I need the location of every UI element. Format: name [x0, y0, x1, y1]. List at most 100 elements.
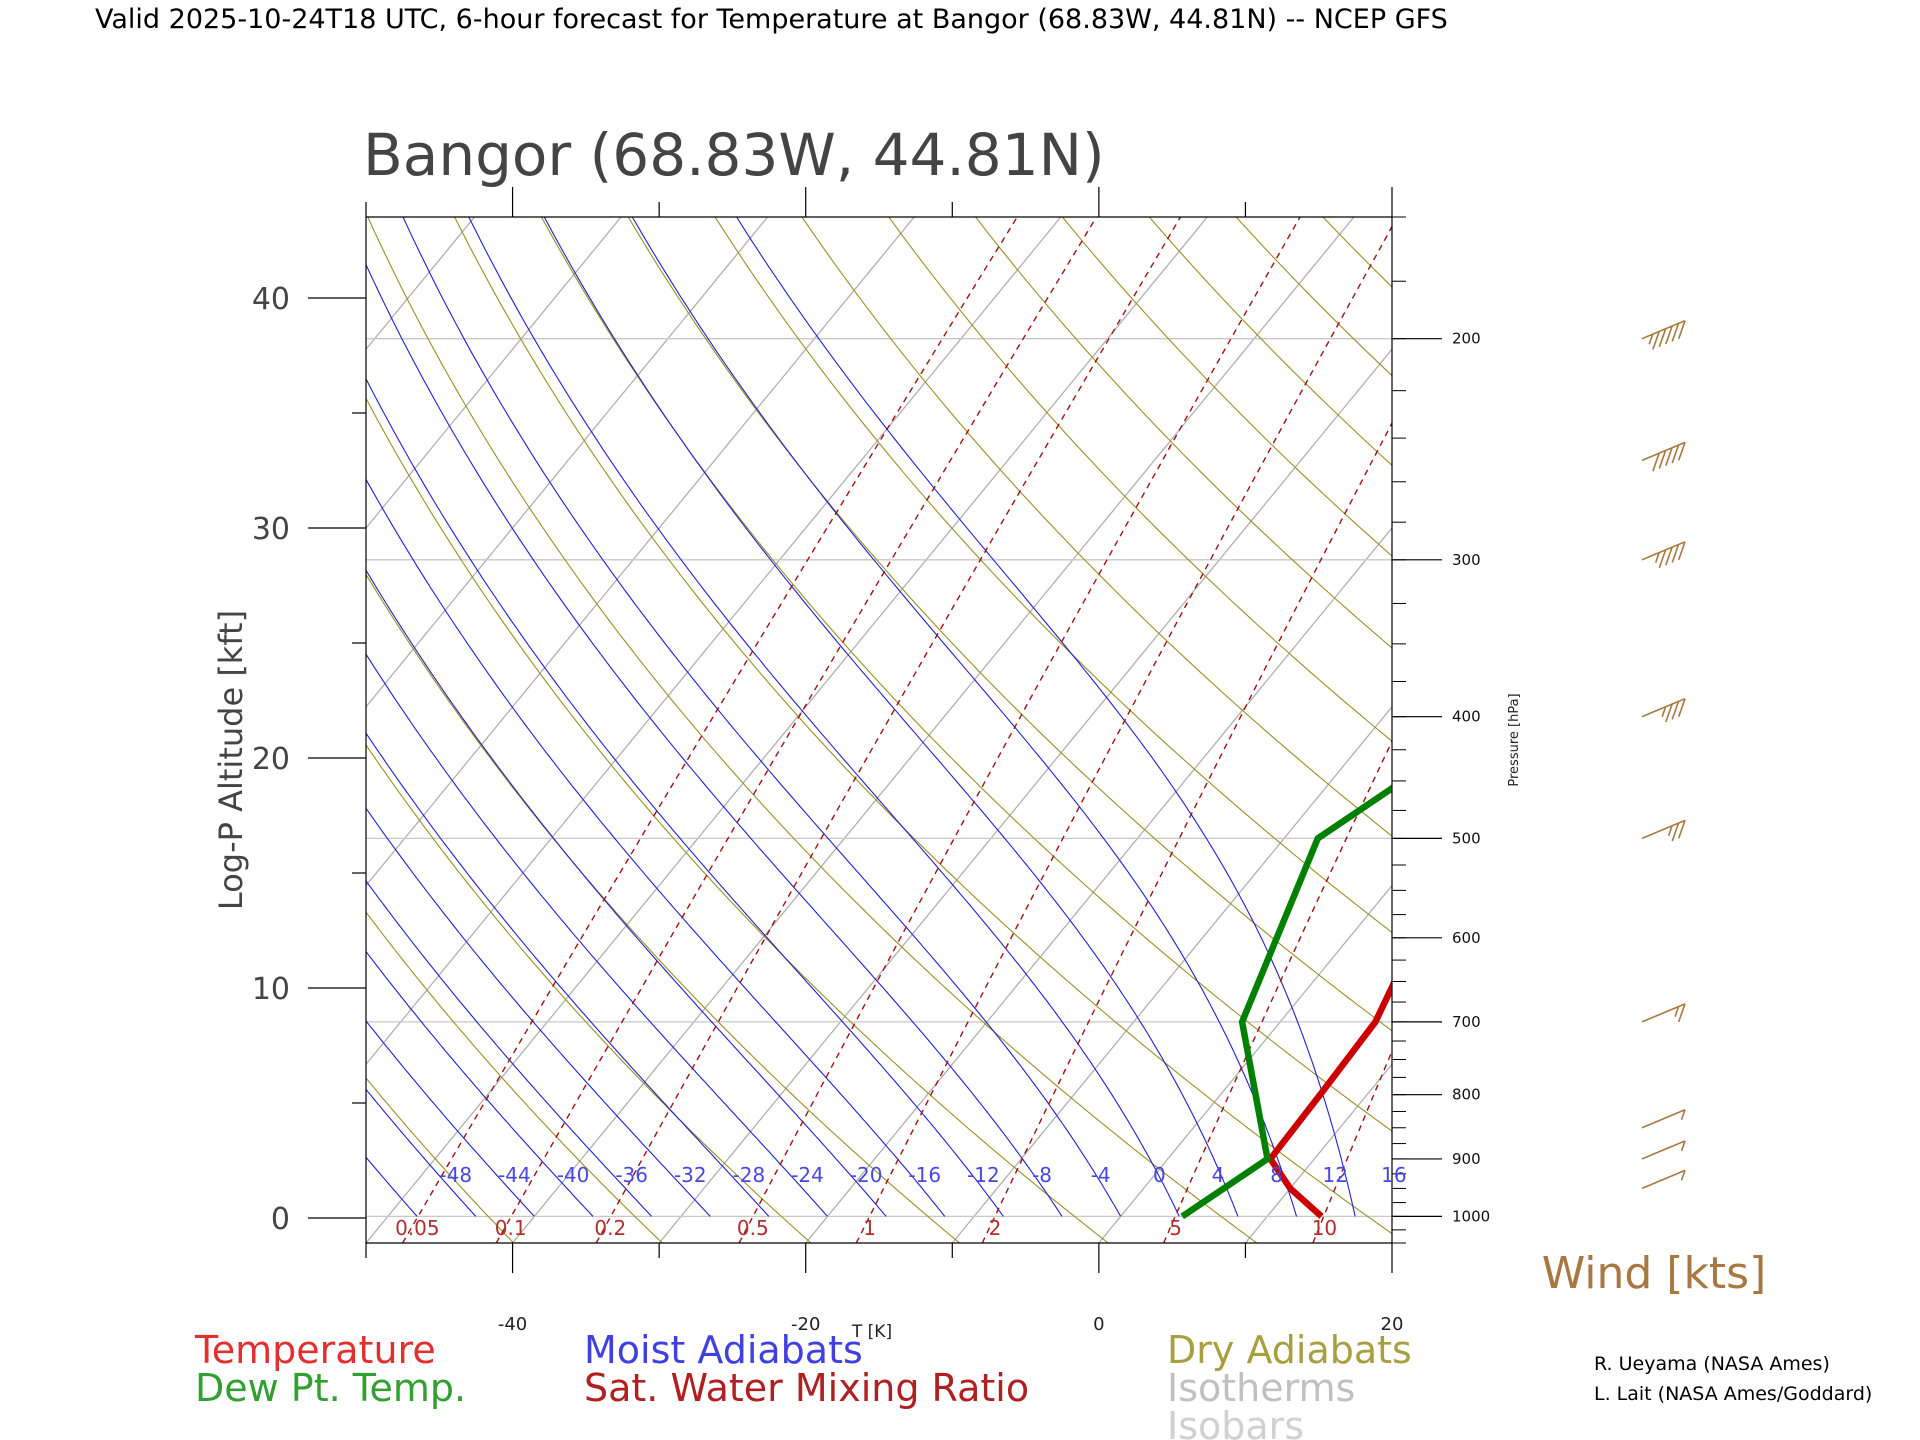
- mixing-ratio-label: 5: [1169, 1216, 1182, 1240]
- pressure-label: 600: [1452, 929, 1481, 947]
- moist-adiabat-label: -12: [967, 1163, 1000, 1187]
- isotherm: [0, 217, 181, 1243]
- temperature-profile: [1266, 979, 1392, 1219]
- altitude-label: 0: [271, 1202, 290, 1237]
- wind-barb-flag: [1658, 450, 1667, 469]
- moist-adiabat: [366, 880, 653, 1217]
- x-tick-label: 20: [1381, 1314, 1404, 1335]
- pressure-label: 200: [1452, 330, 1481, 348]
- dry-adiabat: [541, 217, 1392, 1132]
- moist-adiabat-label: 12: [1322, 1163, 1347, 1187]
- wind-barb-flag: [1652, 452, 1660, 472]
- wind-barb: [1641, 441, 1686, 472]
- wind-barb: [1641, 1109, 1686, 1129]
- moist-adiabat: [366, 263, 1063, 1217]
- dry-adiabat: [1497, 217, 1920, 1243]
- altitude-label: 40: [252, 282, 290, 317]
- isotherm: [0, 217, 328, 1243]
- moist-adiabat: [543, 217, 1239, 1217]
- isotherm: [366, 217, 1208, 1243]
- dry-adiabat: [714, 217, 1392, 934]
- isotherm: [1685, 217, 1920, 1243]
- x-tick-label: 0: [1093, 1314, 1104, 1335]
- wind-barb-flag: [1677, 541, 1686, 561]
- isotherm: [1098, 884, 1392, 1243]
- altitude-label: 30: [252, 512, 290, 547]
- moist-adiabat: [366, 950, 594, 1217]
- moist-adiabat-label: -48: [439, 1163, 472, 1187]
- wind-barb-flag: [1658, 549, 1667, 569]
- wind-barb-flag: [1658, 328, 1667, 348]
- wind-label: Wind [kts]: [1542, 1248, 1767, 1299]
- wind-barb-flag: [1665, 325, 1673, 345]
- sounding-profiles: [1180, 784, 1392, 1220]
- dry-adiabat: [1670, 217, 1920, 1243]
- moist-adiabat: [366, 569, 887, 1217]
- axis-labels: -48 -44 -40 -36 -32 -28 -24 -20 -16 -12 -8 -4 0 4 8 12 1…: [252, 282, 1490, 1335]
- wind-barb: [1641, 819, 1686, 842]
- wind-barb-flag: [1671, 323, 1680, 342]
- pressure-label: 700: [1452, 1013, 1481, 1031]
- wind-barb-flag: [1677, 820, 1686, 839]
- wind-barb-flag: [1671, 701, 1680, 720]
- moist-adiabat-label: 4: [1212, 1163, 1225, 1187]
- mixing-ratio-line: [738, 217, 1301, 1243]
- dry-adiabat: [366, 911, 663, 1243]
- dry-adiabat: [1844, 217, 1920, 1243]
- legend-item: Sat. Water Mixing Ratio: [584, 1366, 1029, 1410]
- pressure-label: 300: [1452, 551, 1481, 569]
- dry-adiabat: [366, 1077, 515, 1243]
- credit-line-2: L. Lait (NASA Ames/Goddard): [1594, 1383, 1872, 1405]
- altitude-label: 10: [252, 972, 290, 1007]
- moist-adiabat: [366, 732, 770, 1217]
- dry-adiabat: [1061, 217, 1392, 557]
- wind-barb-flag: [1654, 552, 1660, 563]
- moist-adiabat-label: -4: [1091, 1163, 1111, 1187]
- legend-item: Dew Pt. Temp.: [195, 1366, 466, 1410]
- pressure-label: 1000: [1452, 1207, 1490, 1225]
- background-grid: [0, 217, 1920, 1243]
- dry-adiabat: [975, 217, 1392, 649]
- wind-barb-flag: [1665, 703, 1673, 723]
- wind-barb-flag: [1652, 331, 1660, 350]
- mixing-ratio-line: [1162, 739, 1392, 1243]
- dry-adiabat: [627, 217, 1392, 1032]
- wind-barb-flag: [1677, 320, 1686, 339]
- mixing-ratio-line: [855, 225, 1392, 1243]
- legend-item: Isotherms: [1167, 1366, 1355, 1410]
- isotherm: [1244, 1063, 1392, 1243]
- credit-line-1: R. Ueyama (NASA Ames): [1594, 1353, 1830, 1375]
- wind-barb: [1641, 541, 1686, 569]
- moist-adiabat: [402, 217, 1122, 1217]
- moist-adiabat: [366, 1156, 418, 1217]
- valid-time-title: Valid 2025-10-24T18 UTC, 6-hour forecast…: [95, 4, 1448, 35]
- wind-barb-flag: [1661, 706, 1667, 718]
- moist-adiabat-label: 16: [1381, 1163, 1406, 1187]
- plot-frame: [308, 187, 1442, 1273]
- pressure-label: 800: [1452, 1086, 1481, 1104]
- dry-adiabat: [367, 217, 1258, 1243]
- moist-adiabat-label: -16: [908, 1163, 941, 1187]
- x-tick-label: -20: [791, 1314, 820, 1335]
- moist-adiabat-label: -24: [791, 1163, 824, 1187]
- moist-adiabat: [631, 217, 1298, 1217]
- moist-adiabat: [366, 377, 1004, 1217]
- wind-barb-flag: [1671, 444, 1680, 464]
- moist-adiabat: [468, 217, 1180, 1217]
- legend-item: Isobars: [1167, 1404, 1304, 1440]
- wind-barb: [1641, 1003, 1686, 1023]
- mixing-ratio-label: 2: [989, 1216, 1002, 1240]
- wind-barb-staff: [1641, 1003, 1686, 1023]
- isotherm: [512, 217, 1355, 1243]
- wind-barb-flag: [1677, 698, 1686, 717]
- mixing-ratio-label: 0.05: [395, 1216, 440, 1240]
- mixing-ratio-line: [1312, 1049, 1392, 1243]
- moist-adiabat: [366, 478, 946, 1217]
- moist-adiabat-label: -8: [1032, 1163, 1052, 1187]
- mixing-ratio-label: 0.5: [737, 1216, 769, 1240]
- mixing-ratio-label: 10: [1312, 1216, 1337, 1240]
- mixing-ratio-line: [595, 217, 1182, 1243]
- wind-barb-flag: [1680, 1170, 1686, 1181]
- wind-barb: [1641, 1169, 1686, 1190]
